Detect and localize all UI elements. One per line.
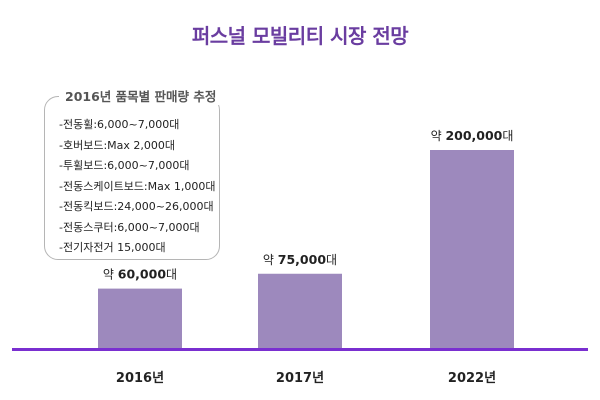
bar [430, 150, 514, 348]
sales-estimate-item: -전동스쿠터:6,000~7,000대 [59, 220, 200, 234]
sales-estimate-box: 2016년 품목별 판매량 추정 -전동휠:6,000~7,000대 -호버보드… [44, 86, 223, 260]
bar [258, 273, 342, 348]
sales-estimate-item: -호버보드:Max 2,000대 [59, 138, 176, 152]
category-label: 2016년 [116, 371, 164, 386]
sales-estimate-list: -전동휠:6,000~7,000대 -호버보드:Max 2,000대 -투휠보드… [59, 115, 215, 259]
sales-estimate-item: -투휠보드:6,000~7,000대 [59, 159, 190, 172]
sales-estimate-item: -전동휠:6,000~7,000대 [59, 118, 180, 131]
category-label: 2017년 [276, 371, 324, 386]
bar-value-label: 약 75,000대 [263, 252, 337, 267]
sales-estimate-item: -전동스케이트보드:Max 1,000대 [59, 179, 216, 193]
sales-estimate-item: -전동킥보드:24,000~26,000대 [59, 200, 214, 213]
category-label: 2022년 [448, 371, 496, 386]
sales-estimate-title: 2016년 품목별 판매량 추정 [59, 86, 223, 105]
sales-estimate-item: -전기자전거 15,000대 [59, 241, 166, 254]
bar-value-label: 약 200,000대 [431, 128, 514, 143]
chart-title: 퍼스널 모빌리티 시장 전망 [191, 24, 409, 48]
bar-value-label: 약 60,000대 [103, 267, 177, 282]
bar [98, 288, 182, 348]
x-axis-baseline [12, 348, 588, 351]
